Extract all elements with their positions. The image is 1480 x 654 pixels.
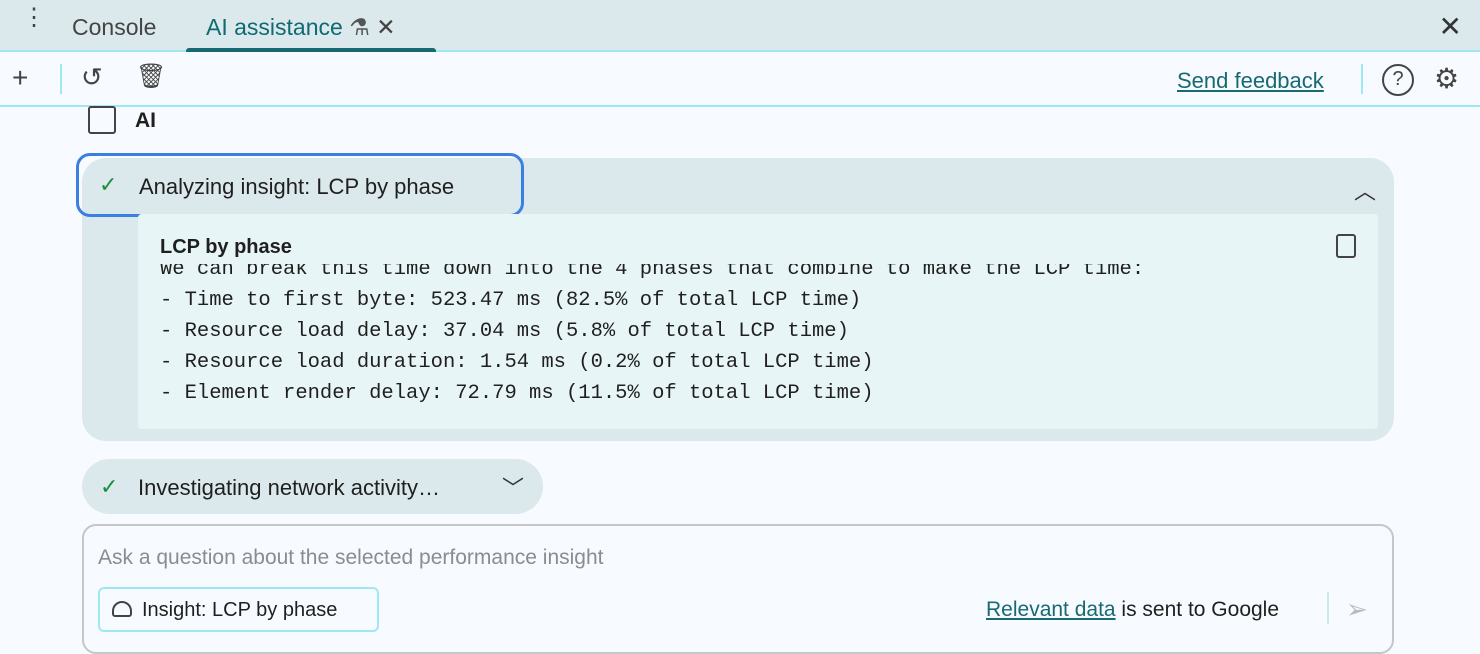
gauge-icon <box>112 601 132 617</box>
step-title: Analyzing insight: LCP by phase <box>139 174 455 199</box>
checkmark-icon: ✓ <box>100 474 119 499</box>
checkmark-icon: ✓ <box>99 172 118 197</box>
divider <box>1361 64 1363 94</box>
copy-icon[interactable] <box>1336 234 1356 258</box>
delete-icon[interactable]: 🗑 <box>136 63 167 90</box>
step-title: Investigating network activity… <box>138 475 441 500</box>
code-title: LCP by phase <box>160 236 292 258</box>
chevron-down-icon[interactable]: ﹀ <box>502 476 525 501</box>
history-icon[interactable]: ↺ <box>81 62 103 92</box>
send-icon[interactable]: ➢ <box>1346 594 1368 624</box>
more-menu-icon[interactable]: ⋮ <box>22 4 46 31</box>
disclaimer-text: is sent to Google <box>1115 598 1280 621</box>
chat-input[interactable]: Ask a question about the selected perfor… <box>98 546 604 569</box>
close-panel-icon[interactable]: ✕ <box>1438 11 1462 42</box>
code-block: We can break this time down into the 4 p… <box>138 214 1378 429</box>
divider <box>60 64 62 94</box>
context-chip[interactable]: Insight: LCP by phase <box>98 587 379 632</box>
tab-console[interactable]: Console <box>72 14 157 40</box>
disclaimer: Relevant data is sent to Google <box>986 598 1279 622</box>
code-header-bg <box>138 214 1378 264</box>
new-chat-icon[interactable]: + <box>12 62 29 93</box>
author-label: AI <box>135 109 156 132</box>
code-line: - Resource load delay: 37.04 ms (5.8% of… <box>160 320 849 343</box>
ai-avatar-icon <box>88 106 116 134</box>
settings-icon[interactable]: ⚙ <box>1434 63 1460 94</box>
step-header-button[interactable]: ✓ Analyzing insight: LCP by phase <box>76 153 524 217</box>
code-line: - Element render delay: 72.79 ms (11.5% … <box>160 382 874 405</box>
relevant-data-link[interactable]: Relevant data <box>986 598 1116 621</box>
tab-bar: ⋮ Console AI assistance ⚗ ✕ ✕ <box>0 0 1480 52</box>
code-lines: We can break this time down into the 4 p… <box>160 254 1144 409</box>
chat-input-area: Ask a question about the selected perfor… <box>82 524 1394 654</box>
tab-ai-assistance[interactable]: AI assistance ⚗ ✕ <box>206 14 395 41</box>
divider <box>1327 592 1329 624</box>
flask-icon: ⚗ <box>349 14 370 40</box>
active-tab-indicator <box>186 48 436 52</box>
code-line: - Time to first byte: 523.47 ms (82.5% o… <box>160 289 862 312</box>
toolbar: + ↺ 🗑 Send feedback ? ⚙ <box>0 54 1480 107</box>
code-line: - Resource load duration: 1.54 ms (0.2% … <box>160 351 874 374</box>
help-icon[interactable]: ? <box>1382 64 1414 96</box>
close-tab-icon[interactable]: ✕ <box>376 14 396 40</box>
chip-label: Insight: LCP by phase <box>142 599 338 621</box>
chevron-up-icon[interactable]: ︿ <box>1353 179 1376 204</box>
tab-label: AI assistance <box>206 14 343 40</box>
send-feedback-link[interactable]: Send feedback <box>1177 68 1324 93</box>
step-investigating-network[interactable]: ✓ Investigating network activity… ﹀ <box>82 459 543 514</box>
